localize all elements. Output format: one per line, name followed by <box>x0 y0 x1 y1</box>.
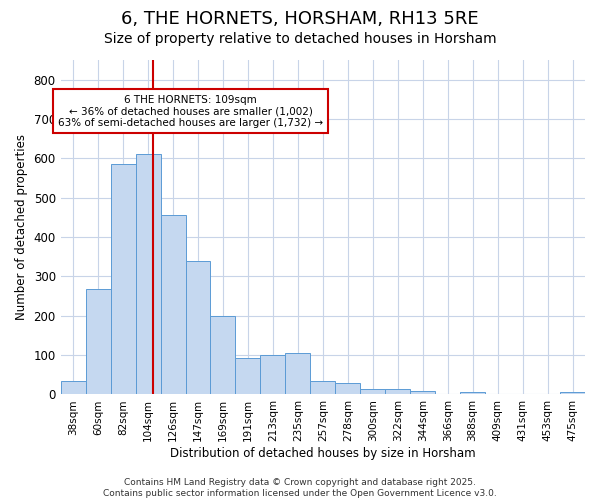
Bar <box>360 388 385 394</box>
Text: 6, THE HORNETS, HORSHAM, RH13 5RE: 6, THE HORNETS, HORSHAM, RH13 5RE <box>121 10 479 28</box>
Bar <box>61 380 86 394</box>
Bar <box>235 358 260 394</box>
Bar <box>310 380 335 394</box>
Bar <box>335 382 360 394</box>
Text: 6 THE HORNETS: 109sqm
← 36% of detached houses are smaller (1,002)
63% of semi-d: 6 THE HORNETS: 109sqm ← 36% of detached … <box>58 94 323 128</box>
X-axis label: Distribution of detached houses by size in Horsham: Distribution of detached houses by size … <box>170 447 476 460</box>
Y-axis label: Number of detached properties: Number of detached properties <box>15 134 28 320</box>
Text: Contains HM Land Registry data © Crown copyright and database right 2025.
Contai: Contains HM Land Registry data © Crown c… <box>103 478 497 498</box>
Text: Size of property relative to detached houses in Horsham: Size of property relative to detached ho… <box>104 32 496 46</box>
Bar <box>161 215 185 394</box>
Bar <box>286 353 310 395</box>
Bar <box>560 392 585 394</box>
Bar <box>211 316 235 394</box>
Bar <box>460 392 485 394</box>
Bar <box>260 355 286 395</box>
Bar <box>136 154 161 394</box>
Bar <box>410 390 435 394</box>
Bar <box>110 164 136 394</box>
Bar <box>385 388 410 394</box>
Bar <box>86 290 110 395</box>
Bar <box>185 260 211 394</box>
